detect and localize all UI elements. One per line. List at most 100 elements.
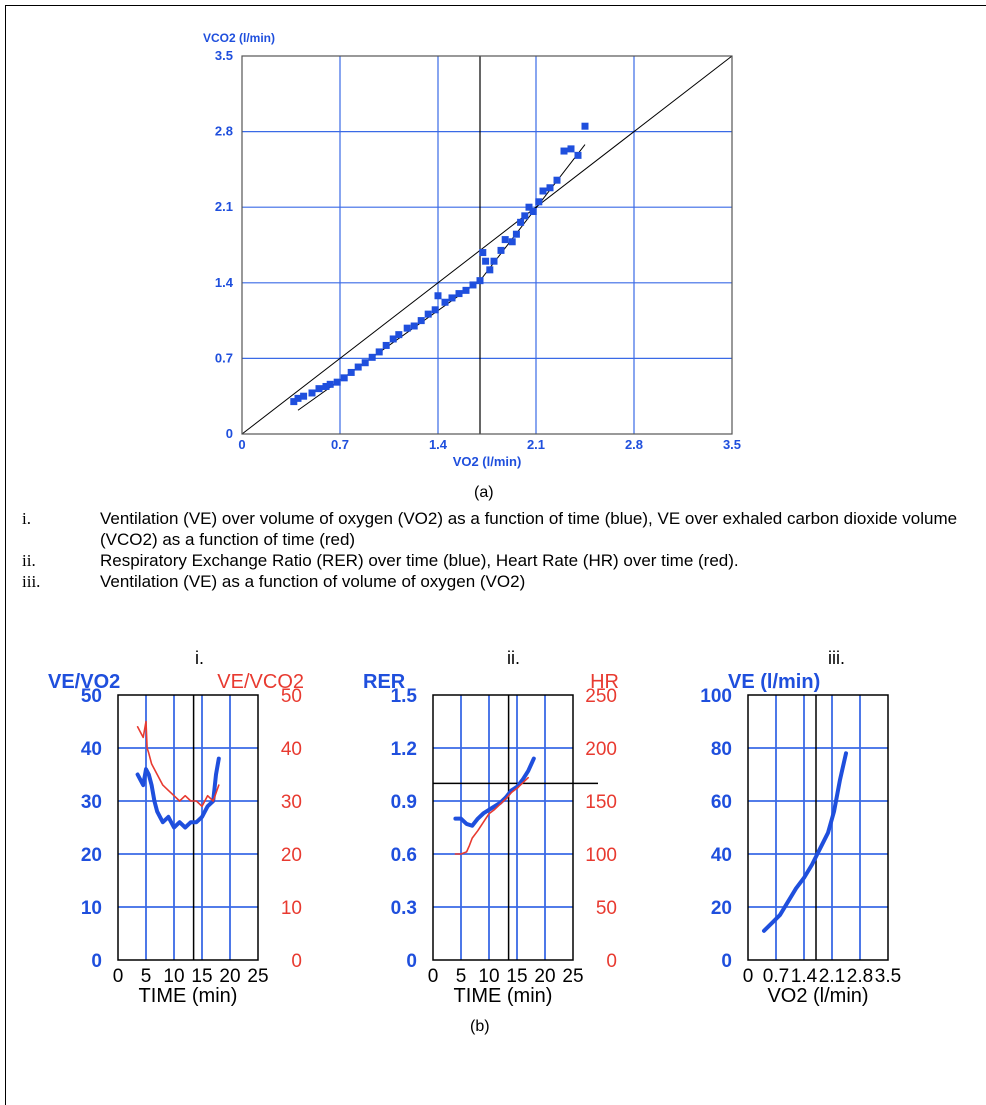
x-tick-label: 25 [562, 966, 583, 987]
x-tick-label: 5 [141, 966, 152, 987]
legend-number: iii. [22, 572, 41, 591]
x-axis-title: VO2 (l/min) [453, 454, 522, 469]
data-point [300, 392, 308, 400]
panel-label-iii: iii. [828, 648, 845, 668]
x-tick-label: 2.1 [527, 437, 545, 452]
plot-area [433, 695, 573, 960]
chart-b-ii: 0 5 10 15 20 2500.30.60.91.21.505010015020025… [363, 671, 619, 1007]
data-point [482, 257, 490, 265]
y-tick-label: 100 [700, 686, 732, 707]
x-tick-label: 15 [506, 966, 527, 987]
caption-a: (a) [474, 484, 494, 501]
x-tick-label: 0 [743, 966, 754, 987]
y-tick-label: 0 [721, 951, 732, 972]
y-tick-label: 20 [711, 898, 732, 919]
x-tick-label: 0.7 [331, 437, 349, 452]
data-point [476, 277, 484, 285]
data-point [403, 324, 411, 332]
y-tick-label: 0.3 [391, 898, 417, 919]
data-point [521, 212, 529, 220]
data-point [508, 238, 516, 246]
x-tick-label: 0 [238, 437, 245, 452]
caption-b: (b) [470, 1018, 490, 1035]
x-tick-label: 0.7 [763, 966, 789, 987]
y-axis-title: RER [363, 671, 406, 693]
data-point [315, 385, 323, 393]
data-point [308, 389, 316, 397]
x-tick-label: 5 [456, 966, 467, 987]
y-tick-label: 2.8 [215, 124, 233, 139]
data-point [361, 359, 369, 367]
y-right-tick-label: 50 [596, 898, 617, 919]
y-right-tick-label: 0 [291, 951, 302, 972]
y-right-tick-label: 10 [281, 898, 302, 919]
data-point [553, 176, 561, 184]
data-point [389, 335, 397, 343]
y-right-tick-label: 150 [585, 792, 617, 813]
y-tick-label: 0 [406, 951, 417, 972]
x-tick-label: 20 [534, 966, 555, 987]
x-axis-title: TIME (min) [139, 985, 238, 1007]
data-point [326, 380, 334, 388]
x-axis-title: VO2 (l/min) [767, 985, 868, 1007]
data-point [501, 236, 509, 244]
y-axis-title: VE (l/min) [728, 671, 820, 693]
series-line-blue [762, 751, 848, 933]
data-point [546, 184, 554, 192]
x-axis-title: TIME (min) [454, 985, 553, 1007]
data-point [560, 147, 568, 155]
legend-number: ii. [22, 551, 36, 570]
series-line-blue [135, 756, 221, 830]
y-right-tick-label: 0 [606, 951, 617, 972]
identity-line [241, 55, 733, 435]
y-tick-label: 10 [81, 898, 102, 919]
data-point [525, 203, 533, 211]
data-point [581, 122, 589, 130]
legend-item-iii: iii. Ventilation (VE) as a function of v… [22, 571, 982, 592]
x-tick-label: 3.5 [875, 966, 901, 987]
data-point [486, 266, 494, 274]
y-tick-label: 60 [711, 792, 732, 813]
x-tick-label: 1.4 [429, 437, 448, 452]
data-point [455, 290, 463, 298]
x-tick-label: 10 [163, 966, 184, 987]
y-tick-label: 2.1 [215, 199, 233, 214]
data-point [567, 145, 575, 153]
plot-border [117, 694, 259, 961]
series-line-red [136, 720, 220, 808]
y-right-axis-title: HR [590, 671, 619, 693]
data-point [539, 187, 547, 195]
series-line-red [454, 776, 529, 855]
y-right-tick-label: 50 [281, 686, 302, 707]
data-point [340, 374, 348, 382]
plot-border [747, 694, 889, 961]
data-point [431, 306, 439, 314]
data-point [479, 249, 487, 257]
y-tick-label: 3.5 [215, 48, 233, 63]
data-point [417, 317, 425, 325]
y-tick-label: 1.5 [391, 686, 418, 707]
y-tick-label: 30 [81, 792, 102, 813]
y-right-tick-label: 250 [585, 686, 617, 707]
data-point [441, 298, 449, 306]
x-tick-label: 2.1 [819, 966, 845, 987]
y-right-tick-label: 200 [585, 739, 617, 760]
y-tick-label: 0.9 [391, 792, 417, 813]
x-tick-label: 3.5 [723, 437, 741, 452]
y-tick-label: 80 [711, 739, 732, 760]
data-point [294, 394, 302, 402]
data-point [512, 230, 520, 238]
data-point [322, 382, 330, 390]
data-point [462, 286, 470, 294]
legend-number: i. [22, 509, 31, 528]
data-point [347, 368, 355, 376]
x-tick-label: 2.8 [847, 966, 873, 987]
legend-text: Ventilation (VE) as a function of volume… [100, 572, 526, 591]
x-tick-label: 0 [113, 966, 124, 987]
y-tick-label: 0 [226, 426, 233, 441]
y-tick-label: 50 [81, 686, 102, 707]
data-point [368, 353, 376, 361]
plot-border [432, 694, 574, 961]
data-point [410, 322, 418, 330]
panel-label-i: i. [195, 648, 204, 668]
